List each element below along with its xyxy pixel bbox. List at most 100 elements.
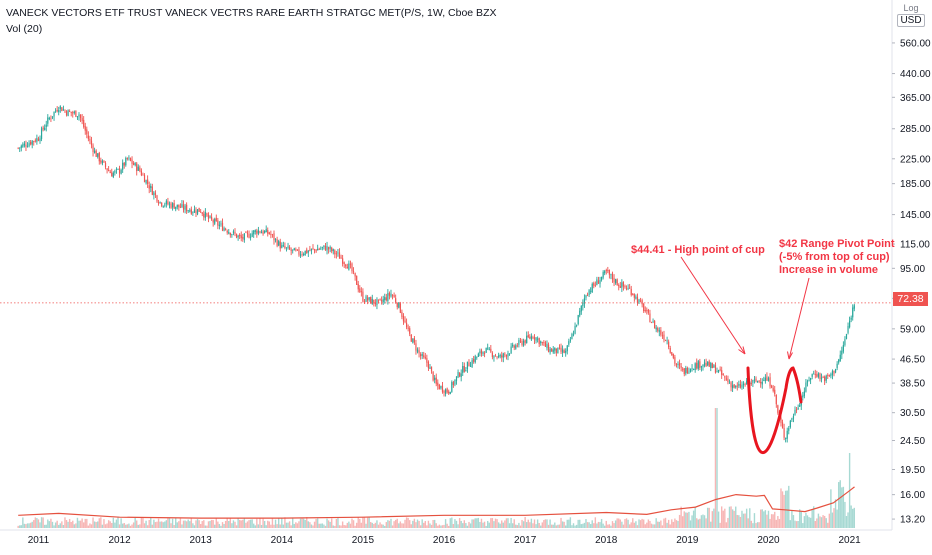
volume-bar xyxy=(268,521,271,528)
volume-bar xyxy=(521,519,523,528)
volume-bar xyxy=(346,522,349,528)
candle-body xyxy=(739,384,742,388)
candle-body xyxy=(61,107,63,112)
volume-bar xyxy=(246,521,249,528)
candle-body xyxy=(97,153,99,157)
candle-body xyxy=(624,285,626,288)
volume-bar xyxy=(711,511,714,528)
candle-body xyxy=(131,159,133,164)
volume-bar xyxy=(828,513,831,528)
candle-body xyxy=(638,299,640,302)
volume-bar xyxy=(426,525,428,528)
volume-bar xyxy=(593,523,595,528)
candle-body xyxy=(324,245,327,251)
candle-body xyxy=(775,394,777,405)
candle-body xyxy=(303,254,305,255)
volume-bar xyxy=(827,522,829,528)
candle-body xyxy=(231,234,233,236)
candle-body xyxy=(179,206,181,208)
volume-bar xyxy=(207,521,210,528)
candle-body xyxy=(150,186,152,188)
candle-body xyxy=(544,342,547,347)
candle-body xyxy=(664,340,667,342)
volume-moving-average-line xyxy=(18,486,855,519)
volume-bar xyxy=(649,520,651,528)
currency-label[interactable]: Log USD xyxy=(893,3,929,27)
volume-bar xyxy=(613,523,615,528)
volume-bar xyxy=(419,525,422,528)
time-tick-label: 2015 xyxy=(352,535,375,546)
candle-body xyxy=(362,291,364,302)
volume-bar xyxy=(427,520,430,528)
candle-body xyxy=(248,234,250,238)
price-axis[interactable]: 560.00 440.00 365.00 285.00 225.00 185.00 145.… xyxy=(892,38,931,526)
cup-annotation xyxy=(680,256,810,454)
volume-bar xyxy=(29,522,32,528)
volume-bar xyxy=(357,517,359,528)
volume-bar xyxy=(565,525,567,528)
candle-body xyxy=(588,290,590,295)
time-axis[interactable]: 2011 2012 2013 2014 2015 2016 2017 2018 2019 2020… xyxy=(28,535,861,546)
volume-bar xyxy=(351,518,353,528)
candle-body xyxy=(114,170,116,173)
candle-body xyxy=(547,344,550,352)
candle-body xyxy=(618,284,620,287)
candle-body xyxy=(78,114,80,117)
volume-bar xyxy=(658,521,660,528)
volume-bar xyxy=(497,522,500,528)
volume-bar xyxy=(466,525,469,528)
time-tick-label: 2018 xyxy=(595,535,618,546)
volume-bar xyxy=(136,520,138,528)
volume-bar xyxy=(653,524,656,528)
volume-bar xyxy=(203,520,205,528)
candle-body xyxy=(451,381,453,392)
candle-body xyxy=(613,278,615,283)
candle-body xyxy=(457,372,459,378)
volume-bar xyxy=(727,517,729,528)
candle-body xyxy=(490,348,492,352)
volume-bar xyxy=(240,520,242,528)
arrow-head-high-point xyxy=(738,346,746,355)
volume-bar xyxy=(800,511,802,528)
volume-bar xyxy=(390,518,392,528)
volume-bar xyxy=(429,523,431,528)
candle-body xyxy=(256,230,258,234)
candle-body xyxy=(627,287,629,289)
volume-bar xyxy=(641,518,643,528)
volume-bar xyxy=(415,522,417,528)
candle-body xyxy=(162,205,164,207)
price-candles xyxy=(17,105,855,443)
candle-body xyxy=(650,322,653,324)
volume-bar xyxy=(242,519,244,528)
volume-bar xyxy=(510,517,512,528)
candle-body xyxy=(808,379,810,381)
candle-body xyxy=(112,172,114,178)
candle-body xyxy=(524,339,526,343)
volume-bar xyxy=(652,524,654,528)
volume-bar xyxy=(143,523,146,528)
volume-bar xyxy=(432,519,434,528)
volume-bar xyxy=(703,515,706,528)
candle-body xyxy=(100,160,102,163)
candle-body xyxy=(399,303,401,313)
volume-bar xyxy=(313,521,316,528)
candle-body xyxy=(342,258,344,264)
candle-body xyxy=(122,162,124,170)
candle-body xyxy=(409,328,411,334)
volume-bar xyxy=(483,521,486,528)
volume-legend[interactable]: Vol (20) xyxy=(6,23,43,35)
candle-body xyxy=(62,109,65,111)
volume-bar xyxy=(750,520,753,528)
volume-bar xyxy=(728,506,731,528)
volume-bar xyxy=(480,518,483,528)
candle-body xyxy=(338,252,341,259)
volume-bar xyxy=(120,518,122,528)
candle-body xyxy=(270,234,272,235)
candle-body xyxy=(518,340,520,345)
volume-bar xyxy=(298,521,300,528)
candle-body xyxy=(735,385,737,388)
volume-bar xyxy=(309,522,311,528)
volume-bar xyxy=(628,524,631,528)
candle-body xyxy=(295,249,297,251)
